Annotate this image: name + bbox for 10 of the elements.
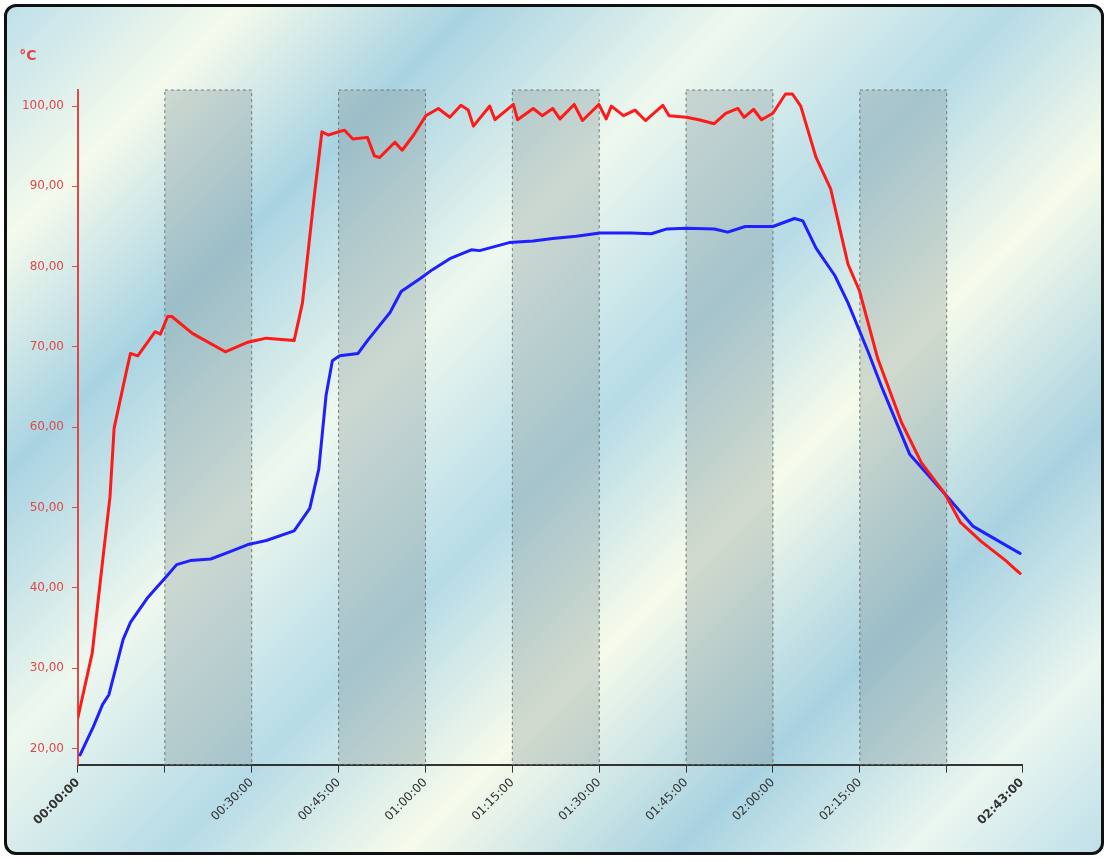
y-tick-label: 40,00 bbox=[29, 580, 64, 595]
y-tick-label: 30,00 bbox=[29, 660, 64, 675]
y-tick-label: 100,00 bbox=[21, 98, 64, 113]
y-tick-label: 60,00 bbox=[29, 419, 64, 434]
y-tick-label: 90,00 bbox=[29, 178, 64, 193]
y-tick-label: 20,00 bbox=[29, 740, 64, 755]
y-axis-title: °C bbox=[19, 47, 37, 63]
y-tick-label: 50,00 bbox=[29, 499, 64, 514]
y-tick-label: 70,00 bbox=[29, 339, 64, 354]
y-tick-label: 80,00 bbox=[29, 258, 64, 273]
